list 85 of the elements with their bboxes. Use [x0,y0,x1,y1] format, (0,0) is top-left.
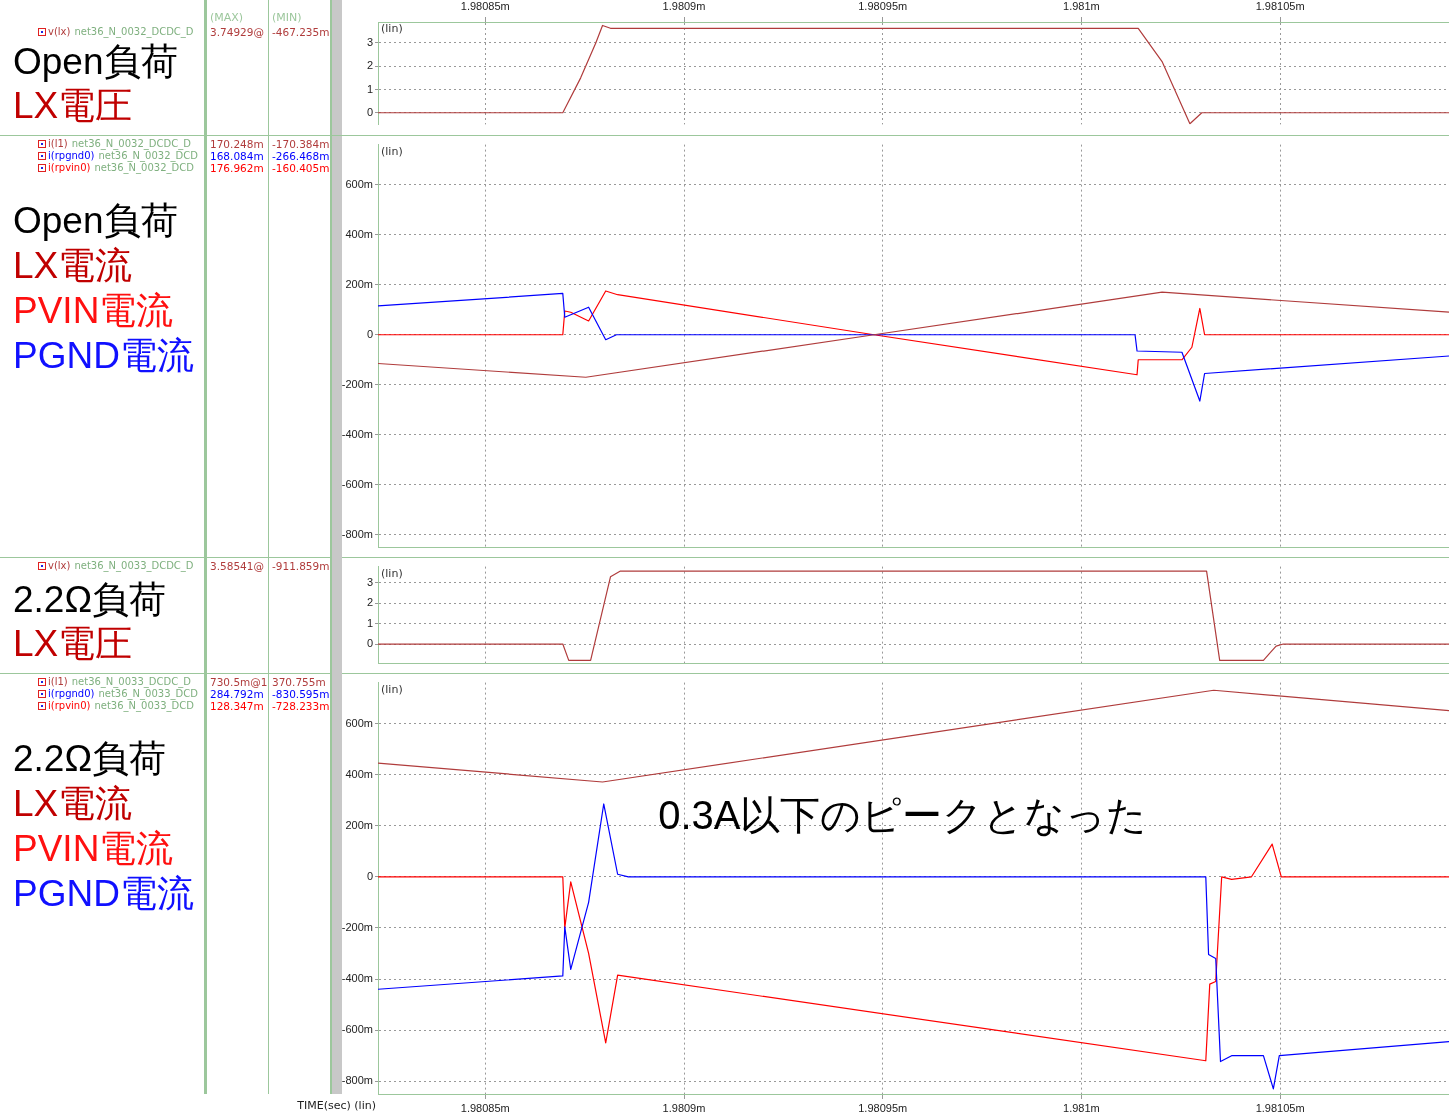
y-tick-label: 600m [345,177,373,190]
y-axis-title: (lin) [381,144,403,158]
y-tick-label: 0 [366,327,373,340]
y-tick-label: 400m [345,767,373,780]
text: -467.235m [272,26,330,38]
y-tick-label: 3 [366,575,373,588]
text: -830.595m [272,688,330,700]
x-tick-label: 1.98105m [1255,1101,1305,1114]
y-tick-label: -800m [341,1074,373,1087]
y-tick-label: -400m [341,427,373,440]
text: PGND電流 [13,334,194,378]
y-tick-label: -600m [341,1023,373,1036]
y-tick-label: -600m [341,477,373,490]
y-tick-label: 0 [366,637,373,650]
text: PVIN電流 [13,827,175,871]
x-tick-label: 1.98095m [858,1101,908,1114]
x-tick-label: 1.98105m [1255,0,1305,13]
y-tick-label: -400m [341,972,373,985]
text: 170.248m [210,138,264,150]
y-axis-title: (lin) [381,566,403,580]
y-tick-label: 200m [345,277,373,290]
y-tick-label: 3 [366,35,373,48]
y-tick-label: 0 [366,869,373,882]
text: -170.384m [272,138,330,150]
text: i(l1) [48,676,68,687]
text: net36_N_0032_DCDC_D [74,26,194,37]
y-axis-title: (lin) [381,22,403,36]
text: 168.084m [210,150,264,162]
text: PGND電流 [13,872,194,916]
text: -266.468m [272,150,330,162]
text: net36_N_0032_DCD [98,150,198,161]
y-tick-label: 1 [366,616,373,629]
y-tick-label: 2 [366,59,373,72]
y-tick-label: 1 [366,82,373,95]
text: -911.859m [272,560,330,572]
text: v(lx) [48,560,71,571]
y-tick-label: 600m [345,716,373,729]
text: v(lx) [48,26,71,37]
text: 3.74929@ [210,26,264,38]
text: net36_N_0033_DCDC_D [71,676,191,687]
text: i(rpvin0) [48,162,91,173]
text: 3.58541@ [210,560,264,572]
chart-title: 2.2Ω負荷 [13,578,167,622]
x-tick-label: 1.9809m [662,1101,706,1114]
y-tick-label: -800m [341,527,373,540]
text: 370.755m [272,676,326,688]
text: net36_N_0033_DCD [94,700,194,711]
text: net36_N_0032_DCDC_D [71,138,191,149]
text: LX電流 [13,782,134,826]
x-tick-label: 1.98085m [460,1101,510,1114]
x-tick-label: 1.981m [1063,1101,1100,1114]
y-tick-label: -200m [341,377,373,390]
text: i(rpgnd0) [48,150,95,161]
text: net36_N_0033_DCD [98,688,198,699]
text: 730.5m@1 [210,676,268,688]
y-tick-label: 400m [345,227,373,240]
text: Open負荷 [13,40,178,84]
text: 284.792m [210,688,264,700]
text: Open負荷 [13,199,179,243]
text: 2.2Ω負荷 [13,737,168,781]
y-axis-title: (lin) [381,682,403,696]
text: net36_N_0033_DCDC_D [74,560,194,571]
x-tick-label: 1.98095m [858,0,908,13]
text: LX電流 [13,244,134,288]
text: -728.233m [272,700,330,712]
y-tick-label: -200m [341,920,373,933]
x-tick-label: 1.9809m [662,0,706,13]
x-axis-title: TIME(sec) (lin) [296,1099,376,1113]
y-tick-label: 0 [366,105,373,118]
text: 0.3A以下のピークとなった [658,793,1148,838]
text: i(l1) [48,138,68,149]
text: (MAX) (MIN) [210,11,302,24]
text: LX電圧 [13,622,134,666]
text: i(rpgnd0) [48,688,95,699]
text: 128.347m [210,700,264,712]
x-tick-label: 1.981m [1063,0,1100,13]
text: net36_N_0032_DCD [94,162,194,173]
text: -160.405m [272,162,330,174]
text: i(rpvin0) [48,700,91,711]
y-tick-label: 200m [345,818,373,831]
text: LX電圧 [13,84,134,128]
text: PVIN電流 [13,289,175,333]
y-tick-label: 2 [366,596,373,609]
x-tick-label: 1.98085m [460,0,510,13]
text: 176.962m [210,162,264,174]
